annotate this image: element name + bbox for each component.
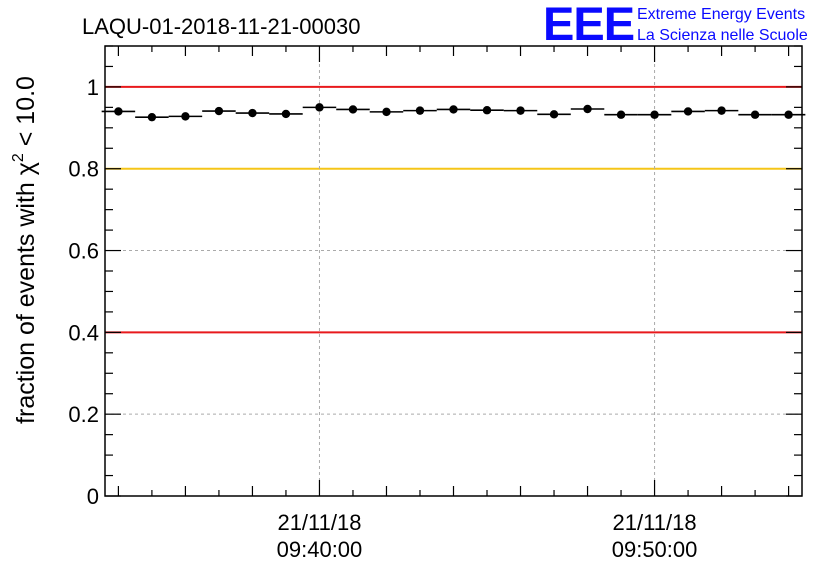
y-axis-label: fraction of events with χ2 < 10.0 [10,76,40,424]
data-point-7 [336,105,370,114]
data-point-marker-20 [784,110,793,119]
data-point-1 [135,112,169,122]
data-point-marker-10 [449,105,458,114]
chart-title: LAQU-01-2018-11-21-00030 [82,14,360,39]
y-axis-label-main: fraction of events with χ [12,162,40,424]
data-point-marker-2 [181,112,190,121]
y-tick-label-4: 0.8 [68,157,99,182]
reference-lines [105,85,802,334]
data-point-marker-5 [281,109,291,119]
data-point-12 [503,106,538,115]
y-axis-label-superscript: 2 [10,153,27,162]
data-point-13 [537,110,571,119]
data-point-marker-11 [482,106,492,115]
y-tick-label-2: 0.4 [68,320,99,345]
data-point-marker-4 [248,108,257,118]
data-point-9 [403,106,437,115]
grid-lines [105,46,802,496]
data-point-marker-9 [415,106,425,115]
x-tick-label-time-1: 09:50:00 [612,537,698,562]
data-point-3 [202,106,236,116]
data-point-20 [771,110,806,119]
x-tick-label-date-0: 21/11/18 [277,510,361,535]
data-point-4 [235,108,270,118]
y-tick-label-3: 0.6 [68,239,99,264]
data-point-marker-14 [583,104,592,114]
data-point-marker-18 [717,106,726,115]
y-axis-label-tail: < 10.0 [12,76,40,153]
axis-ticks [105,45,802,497]
data-point-marker-19 [750,110,760,119]
data-point-marker-0 [114,107,123,116]
data-point-15 [604,110,638,119]
data-point-17 [671,107,705,116]
logo-line-2: La Scienza nelle Scuole [637,27,808,44]
data-point-marker-16 [650,110,659,119]
data-point-marker-12 [516,106,525,115]
data-point-marker-17 [683,107,693,116]
eee-logo: EEE Extreme Energy Events La Scienza nel… [543,0,808,50]
data-point-0 [101,107,136,116]
y-tick-label-1: 0.2 [68,402,99,427]
data-point-19 [738,110,772,119]
data-point-marker-3 [214,106,224,116]
data-point-5 [269,109,303,119]
y-tick-label-0: 0 [87,484,99,509]
x-tick-label-date-1: 21/11/18 [613,510,697,535]
data-point-10 [436,105,471,114]
data-point-18 [704,106,739,115]
logo-line-1: Extreme Energy Events [637,6,805,23]
logo-mark: EEE [543,0,634,50]
data-point-marker-6 [315,103,324,112]
data-point-14 [570,104,605,114]
data-series [101,103,806,122]
data-point-marker-1 [147,112,157,122]
data-point-2 [168,112,203,121]
data-point-marker-8 [382,107,391,117]
data-point-8 [369,107,404,117]
data-point-6 [302,103,337,112]
y-tick-labels: 0 0.2 0.4 0.6 0.8 1 [68,75,99,509]
data-point-16 [637,110,672,119]
data-point-marker-13 [549,110,559,119]
x-tick-label-time-0: 09:40:00 [277,537,363,562]
y-tick-label-5: 1 [87,75,99,100]
data-point-11 [470,106,504,115]
data-point-marker-7 [348,105,358,114]
data-point-marker-15 [616,110,626,119]
